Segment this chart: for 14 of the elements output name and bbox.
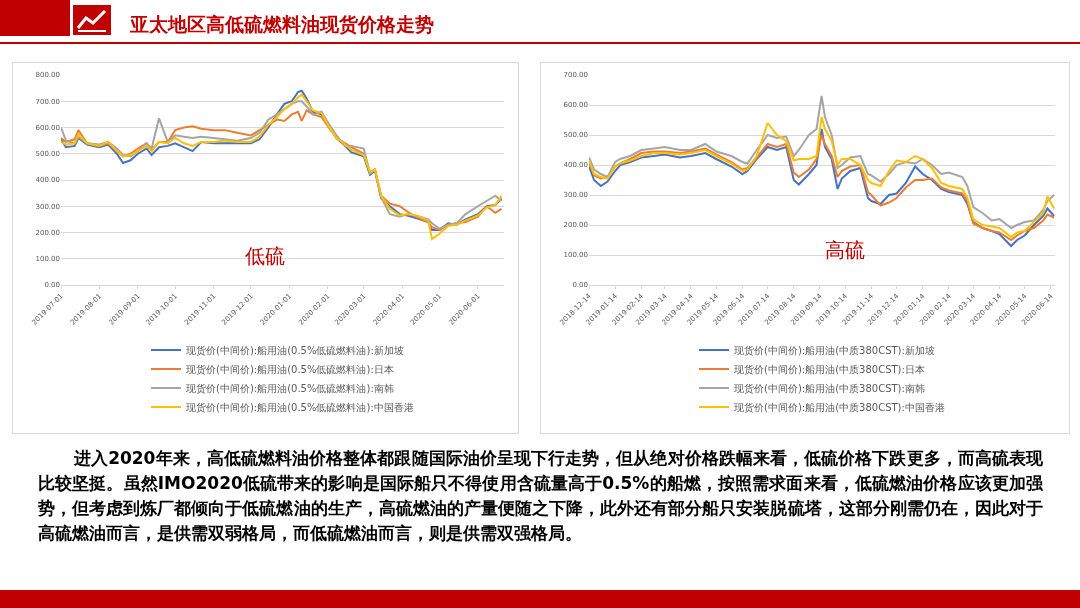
legend-label: 现货价(中间价):船用油(中质380CST):新加坡	[734, 344, 935, 356]
legend-label: 现货价(中间价):船用油(中质380CST):日本	[734, 363, 925, 375]
legend-label: 现货价(中间价):船用油(中质380CST):南韩	[734, 382, 925, 394]
legend-label: 现货价(中间价):船用油(0.5%低硫燃料油):南韩	[186, 382, 394, 394]
line-series	[589, 95, 1055, 229]
legend-label: 现货价(中间价):船用油(0.5%低硫燃料油):中国香港	[186, 401, 414, 413]
legend-label: 现货价(中间价):船用油(0.5%低硫燃料油):日本	[186, 363, 394, 375]
legend-label: 现货价(中间价):船用油(中质380CST):中国香港	[734, 401, 945, 413]
text: 亚太地区高低硫燃料油现货价格走势	[130, 12, 434, 37]
annotation: 高硫	[825, 238, 865, 262]
annotation: 低硫	[245, 244, 285, 268]
text: 进入2020年来，高低硫燃料油价格整体都跟随国际油价呈现下行走势，但从绝对价格跌幅来看，低硫价格下跌更多，而高硫表现比较坚挺。虽然IMO2020低硫带来的影响是国际船只不得使用含硫量高于0.5%的船燃，按照需求面来看，低硫燃油价格应该更加强势，但考虑到炼厂都倾向于低硫燃油的生产，高硫燃油的产量便随之下降，此外还有部分船只安装脱硫塔，这部分刚需仍在，因此对于高硫燃油而言，是供需双弱格局，而低硫燃油而言，则是供需双强格局。	[38, 447, 1043, 545]
legend-label: 现货价(中间价):船用油(0.5%低硫燃料油):新加坡	[186, 344, 404, 356]
line-series	[589, 116, 1055, 238]
